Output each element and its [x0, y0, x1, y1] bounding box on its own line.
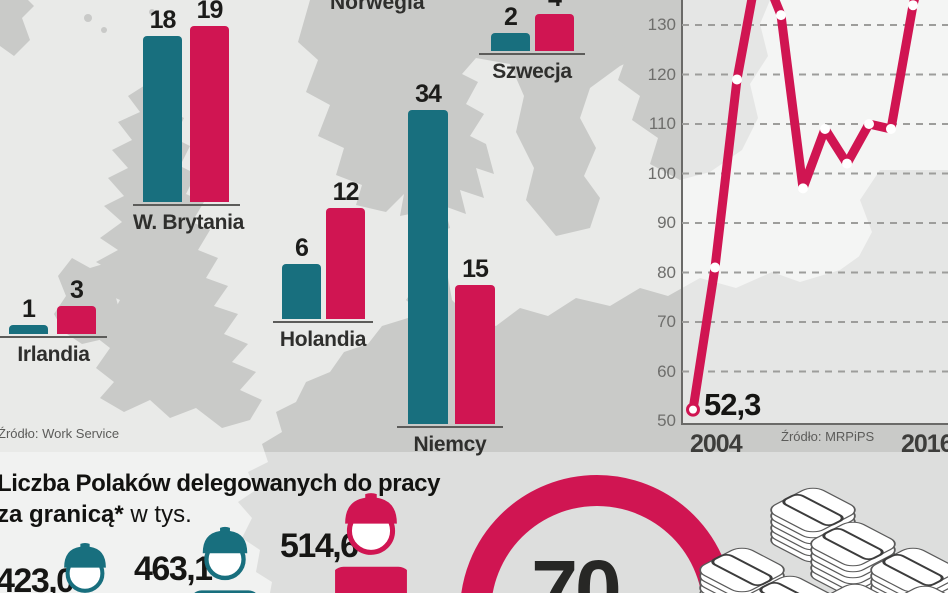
bar-column: 15 — [455, 256, 495, 424]
title-line-2: za granicą* w tys. — [0, 501, 440, 529]
source-mrpips: Źródło: MRPiPS — [781, 429, 875, 444]
bar-teal — [408, 109, 448, 424]
y-tick-label: 100 — [647, 163, 676, 183]
y-tick-label: 130 — [647, 15, 676, 34]
y-tick-label: 60 — [657, 361, 676, 381]
axis-baseline — [479, 53, 585, 55]
line-chart-y-axis — [681, 0, 683, 425]
country-label: Irlandia — [17, 343, 90, 366]
bar-value-label: 1 — [22, 294, 36, 323]
bar-column: 19 — [190, 0, 229, 202]
bar-value-label: 12 — [332, 178, 360, 206]
bar-crimson — [535, 14, 574, 51]
bar-column: 12 — [326, 179, 365, 319]
bar-value-label: 4 — [548, 0, 562, 11]
ring-value: 70 — [531, 543, 621, 593]
title-line-2-rest: w tys. — [123, 501, 192, 528]
bottom-chart-title: Liczba Polaków delegowanych do pracy za … — [0, 470, 440, 529]
bar-teal — [491, 32, 530, 51]
y-tick-label: 70 — [657, 312, 676, 331]
y-tick-label: 50 — [657, 411, 676, 430]
axis-baseline — [273, 321, 373, 323]
map-great-britain — [92, 82, 262, 428]
worker-icon-teal-medium — [194, 526, 256, 593]
axis-baseline — [0, 336, 107, 338]
bar-crimson — [57, 306, 96, 334]
bar-teal — [143, 35, 182, 202]
bar-value-label: 34 — [415, 79, 442, 108]
bar-teal — [9, 324, 48, 334]
bar-column: 3 — [57, 277, 96, 334]
title-line-2-bold: za granicą* — [0, 501, 124, 528]
country-label: W. Brytania — [133, 211, 245, 234]
line-chart-y-axis-labels: 50 60 70 80 90 100 110 120 130 — [640, 0, 676, 432]
source-work-service: Źródło: Work Service — [0, 426, 120, 441]
bar-crimson — [190, 26, 229, 202]
bar-column: 4 — [535, 0, 574, 51]
country-label-norwegia: Norwegia — [330, 0, 425, 14]
worker-value-2: 463,1 — [134, 550, 213, 588]
line-chart-x-axis — [681, 423, 948, 425]
bar-value-label: 19 — [196, 0, 224, 25]
bar-column: 2 — [491, 2, 530, 51]
map-corner-islet — [0, 0, 34, 56]
bar-value-label: 18 — [149, 5, 177, 34]
bar-value-label: 2 — [504, 2, 518, 31]
country-label: Holandia — [279, 328, 367, 351]
worker-value-3: 514,6 — [280, 527, 359, 565]
y-tick-label: 80 — [657, 262, 676, 282]
first-point-value-label: 52,3 — [704, 387, 761, 422]
bar-column: 18 — [143, 5, 182, 202]
bar-crimson — [455, 285, 495, 424]
y-tick-label: 90 — [657, 213, 676, 232]
money-stacks-illustration — [695, 484, 948, 593]
bar-column: 6 — [282, 233, 321, 319]
worker-value-1: 423,0 — [0, 562, 75, 593]
map-scandinavia — [298, 0, 662, 236]
axis-baseline — [133, 204, 240, 206]
axis-baseline — [397, 426, 503, 428]
x-axis-label-2016: 2016 — [901, 430, 948, 458]
country-label: Niemcy — [413, 433, 487, 456]
bar-value-label: 15 — [462, 255, 489, 284]
x-axis-label-2004: 2004 — [690, 430, 743, 458]
bar-value-label: 3 — [70, 276, 84, 305]
worker-icon-crimson-large — [335, 492, 407, 593]
bar-value-label: 6 — [295, 233, 309, 262]
y-tick-label: 120 — [647, 64, 676, 84]
title-line-1: Liczba Polaków delegowanych do pracy — [0, 470, 441, 497]
bar-column: 34 — [408, 79, 448, 424]
country-label: Szwecja — [492, 60, 572, 83]
line-chart-plot — [682, 0, 948, 417]
y-tick-label: 110 — [648, 114, 676, 133]
worker-icon-teal-small — [56, 542, 114, 593]
bar-column: 1 — [9, 296, 48, 334]
bar-teal — [282, 263, 321, 319]
bar-crimson — [326, 208, 365, 319]
